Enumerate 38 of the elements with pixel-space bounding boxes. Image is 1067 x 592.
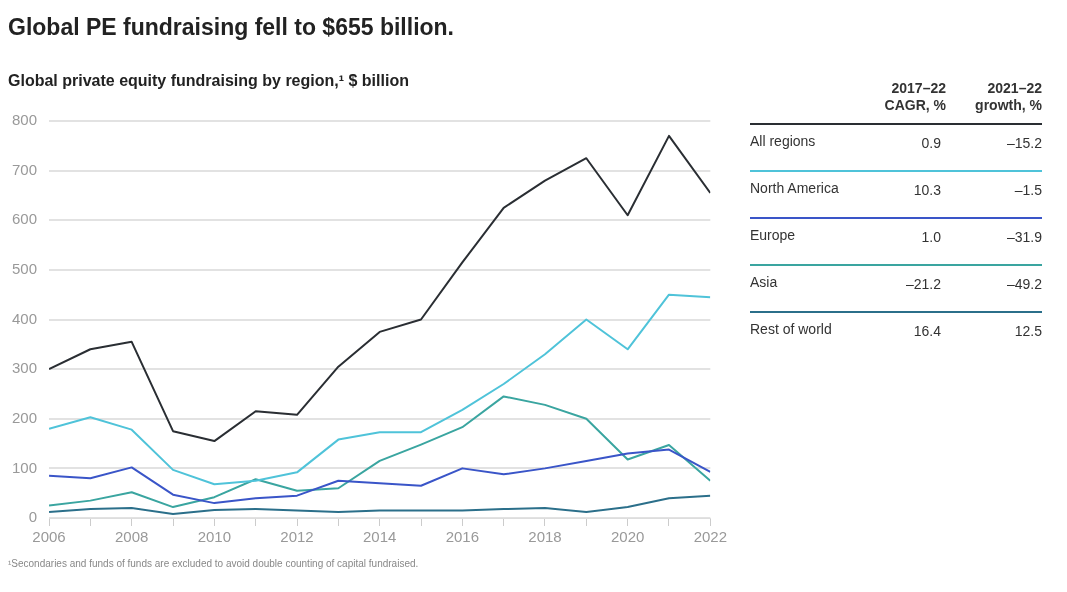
chart-title: Global PE fundraising fell to $655 billion. <box>8 14 455 41</box>
data-label: –1.5 <box>1013 182 1042 200</box>
text: Asia <box>750 274 778 290</box>
x-tick-label: 2018 <box>528 528 562 546</box>
text: North America <box>750 180 839 196</box>
x-tick-label: 2012 <box>280 528 314 546</box>
data-label: –31.9 <box>1005 229 1042 247</box>
category-label: 2021–22 growth, % <box>974 80 1042 115</box>
data-label: –21.2 <box>904 276 941 294</box>
x-tick-label: 2016 <box>445 528 480 546</box>
y-tick-label: 700 <box>12 160 38 178</box>
y-tick-label: 300 <box>12 359 38 377</box>
data-label: –15.2 <box>1005 135 1042 153</box>
y-tick-label: 100 <box>12 458 38 476</box>
y-tick-label: 600 <box>12 210 38 228</box>
text: Rest of world <box>750 321 832 337</box>
y-tick-label: 200 <box>12 408 38 426</box>
y-tick-label: 400 <box>12 309 38 327</box>
data-label: 0.9 <box>920 135 941 153</box>
x-tick-label: 2008 <box>115 528 149 546</box>
data-label: 16.4 <box>912 323 941 341</box>
x-tick-label: 2022 <box>693 528 727 546</box>
x-tick-label: 2014 <box>362 528 397 546</box>
data-label: 1.0 <box>920 229 941 247</box>
x-tick-label: 2006 <box>32 528 66 546</box>
data-label: 12.5 <box>1013 323 1042 341</box>
text: Europe <box>750 227 796 243</box>
y-tick-label: 800 <box>12 111 38 129</box>
category-label: 2017–22 CAGR, % <box>883 80 946 115</box>
data-label: –49.2 <box>1005 276 1042 294</box>
chart-subtitle: Global private equity fundraising by region,¹ $ billion <box>8 72 409 90</box>
y-tick-label: 0 <box>28 508 38 526</box>
text: All regions <box>750 133 816 149</box>
y-tick-label: 500 <box>12 260 38 278</box>
x-tick-label: 2010 <box>197 528 232 546</box>
text: ¹Secondaries and funds of funds are excluded to avoid double counting of capital fundraised. <box>8 558 419 569</box>
x-tick-label: 2020 <box>610 528 645 546</box>
data-label: 10.3 <box>912 182 941 200</box>
